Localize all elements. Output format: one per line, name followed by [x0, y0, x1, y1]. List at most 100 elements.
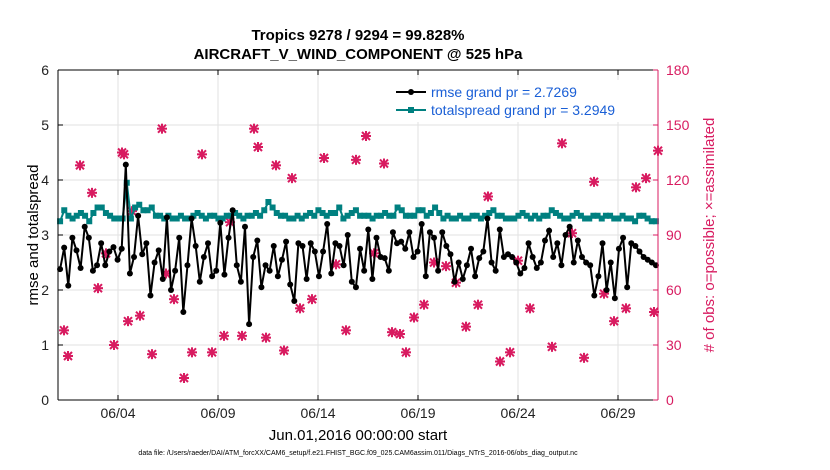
rmse-point: [615, 245, 622, 252]
spread-point: [607, 212, 614, 219]
y-tick-label-left: 1: [41, 337, 49, 353]
spread-point: [257, 212, 264, 219]
spread-point: [427, 210, 434, 216]
rmse-point: [237, 278, 244, 285]
obs-point: [505, 347, 515, 358]
spread-point: [640, 212, 647, 219]
spread-point: [473, 212, 480, 219]
rmse-point: [521, 265, 528, 271]
obs-point: [87, 187, 97, 198]
spread-point: [294, 212, 301, 219]
rmse-point: [435, 267, 442, 274]
spread-point: [577, 212, 584, 219]
spread-point: [511, 215, 518, 222]
obs-point: [197, 149, 207, 160]
spread-point: [394, 204, 401, 211]
spread-point: [507, 215, 514, 222]
spread-point: [244, 212, 251, 219]
spread-point: [486, 210, 493, 216]
rmse-point: [98, 240, 105, 247]
obs-point: [307, 294, 317, 305]
rmse-point: [587, 262, 594, 269]
rmse-point: [570, 259, 577, 266]
rmse-point: [620, 234, 627, 241]
spread-point: [436, 210, 443, 216]
spread-point: [352, 207, 359, 214]
spread-point: [177, 212, 184, 219]
obs-point: [351, 154, 361, 165]
rmse-point: [324, 221, 331, 227]
rmse-point: [459, 276, 466, 282]
rmse-point: [525, 240, 532, 247]
spread-point: [132, 204, 139, 211]
spread-point: [498, 212, 505, 219]
spread-point: [215, 215, 222, 222]
spread-point: [211, 212, 218, 219]
rmse-point: [311, 248, 318, 255]
rmse-point: [213, 267, 220, 274]
rmse-point: [229, 207, 236, 214]
rmse-point: [176, 234, 183, 241]
spread-point: [415, 207, 422, 214]
spread-point: [273, 210, 280, 216]
rmse-point: [422, 273, 429, 280]
rmse-point: [451, 278, 458, 285]
rmse-point: [122, 161, 129, 168]
rmse-point: [291, 298, 298, 304]
rmse-point: [209, 273, 216, 280]
rmse-point: [472, 273, 479, 280]
spread-point: [557, 212, 564, 219]
rmse-point: [241, 223, 248, 230]
obs-point: [461, 321, 471, 332]
rmse-point: [163, 214, 170, 221]
rmse-point: [184, 262, 191, 269]
rmse-point: [537, 259, 544, 266]
rmse-point: [320, 248, 327, 255]
obs-point: [379, 158, 389, 169]
spread-point: [315, 207, 322, 214]
rmse-point: [205, 240, 211, 247]
obs-point: [557, 138, 567, 149]
spread-point: [61, 207, 68, 214]
obs-point: [287, 173, 297, 184]
obs-point: [641, 173, 651, 184]
rmse-series: [57, 161, 659, 328]
totalspread-series: [57, 179, 659, 225]
spread-point: [311, 212, 318, 219]
spread-point: [407, 212, 414, 219]
y-tick-label-right: 90: [666, 227, 682, 243]
rmse-point: [233, 262, 240, 269]
rmse-point: [135, 212, 142, 219]
rmse-point: [541, 237, 548, 244]
spread-point: [57, 218, 64, 225]
spread-point: [298, 215, 305, 222]
obs-point: [179, 373, 189, 383]
spread-point: [169, 215, 176, 222]
rmse-point: [447, 251, 454, 258]
spread-point: [282, 212, 289, 219]
obs-point: [219, 330, 229, 341]
obs-point: [441, 261, 451, 272]
obs-point: [409, 312, 419, 323]
x-tick-label: 06/09: [200, 405, 235, 421]
rmse-point: [402, 245, 409, 252]
x-tick-label: 06/04: [100, 405, 135, 421]
obs-point: [609, 316, 619, 327]
obs-point: [395, 329, 405, 339]
obs-point: [649, 307, 659, 317]
rmse-point: [431, 234, 438, 241]
y-axis-label-left: rmse and totalspread: [25, 165, 42, 306]
rmse-point: [274, 273, 281, 280]
spread-point: [136, 201, 143, 208]
rmse-point: [566, 223, 573, 230]
rmse-point: [509, 254, 516, 260]
spread-point: [173, 215, 180, 222]
rmse-point: [315, 273, 322, 280]
obs-point: [147, 349, 157, 360]
obs-point: [589, 176, 599, 187]
rmse-point: [418, 221, 425, 227]
spread-point: [398, 207, 405, 214]
obs-point: [157, 123, 167, 134]
rmse-point: [533, 265, 540, 271]
spread-point: [590, 212, 597, 219]
